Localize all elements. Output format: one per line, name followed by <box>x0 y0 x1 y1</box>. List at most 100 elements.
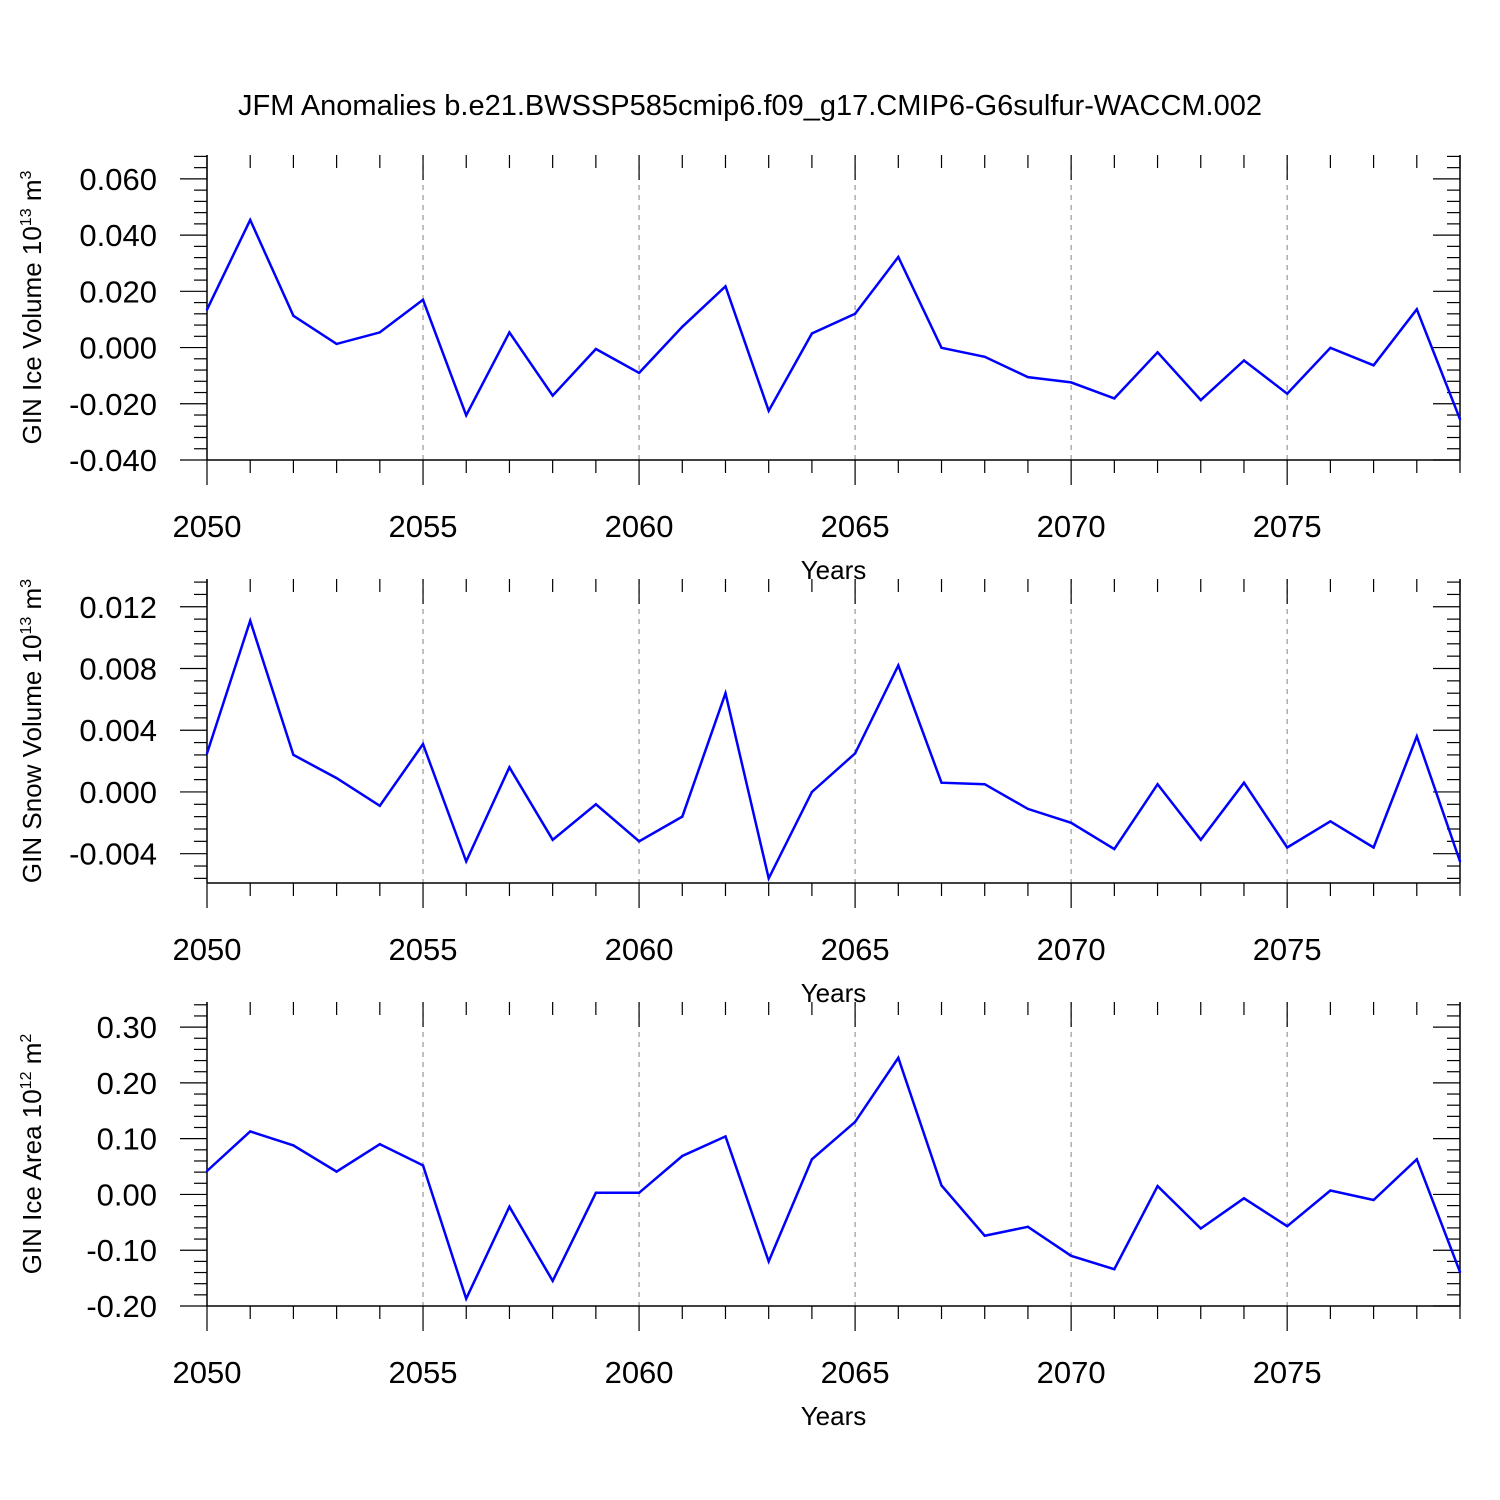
data-point <box>681 1154 684 1158</box>
data-point <box>940 781 943 784</box>
data-point <box>378 331 382 334</box>
data-point <box>637 371 641 375</box>
data-point <box>1113 1267 1116 1271</box>
data-point <box>1415 308 1418 311</box>
data-point <box>1069 1254 1073 1257</box>
data-point <box>767 1260 770 1263</box>
figure-title: JFM Anomalies b.e21.BWSSP585cmip6.f09_g1… <box>237 90 1262 122</box>
data-point <box>1026 1225 1030 1228</box>
data-point <box>681 815 684 818</box>
y-tick-label: 0.012 <box>79 590 157 625</box>
data-point <box>551 838 554 841</box>
data-point <box>335 1170 338 1173</box>
data-point <box>1242 781 1246 784</box>
data-point <box>1372 1198 1375 1202</box>
y-tick-label: -0.004 <box>69 837 157 872</box>
data-point <box>292 753 295 757</box>
data-point <box>1199 398 1202 402</box>
data-point <box>508 1205 511 1208</box>
x-tick-label: 2075 <box>1253 509 1322 544</box>
x-tick-label: 2060 <box>605 932 674 967</box>
data-point <box>853 752 857 755</box>
y-tick-label: 0.000 <box>79 331 157 366</box>
data-point <box>335 342 338 346</box>
data-point <box>421 1164 425 1167</box>
data-point <box>724 285 727 288</box>
data-point <box>1329 346 1332 350</box>
data-point <box>1199 1227 1202 1230</box>
data-point <box>983 1234 986 1237</box>
data-point <box>1458 860 1462 863</box>
data-point <box>1329 1189 1332 1192</box>
x-tick-label: 2070 <box>1037 1355 1106 1390</box>
data-point <box>940 346 943 350</box>
x-tick-label: 2055 <box>389 1355 458 1390</box>
data-point <box>810 790 814 794</box>
data-point <box>594 347 598 351</box>
y-tick-label: 0.10 <box>97 1122 157 1157</box>
data-point <box>897 1056 900 1059</box>
series-line-snow-volume <box>205 616 1462 883</box>
data-point <box>335 776 338 780</box>
data-point <box>594 803 598 806</box>
data-point <box>1069 821 1073 825</box>
data-point <box>594 1191 598 1194</box>
data-point <box>637 1191 641 1194</box>
data-point <box>983 355 986 359</box>
data-point <box>1372 846 1375 849</box>
data-point <box>292 1144 295 1147</box>
data-point <box>1415 1158 1418 1161</box>
data-point <box>292 314 295 317</box>
data-point <box>810 332 814 335</box>
data-point <box>724 1135 727 1138</box>
data-point <box>767 409 770 413</box>
data-point <box>853 312 857 316</box>
y-tick-label: 0.000 <box>79 775 157 810</box>
data-point <box>1199 838 1202 841</box>
y-tick-label: -0.040 <box>69 443 157 478</box>
x-axis-label: Years <box>801 555 867 585</box>
data-point <box>508 766 511 769</box>
x-tick-label: 2050 <box>173 509 242 544</box>
data-point <box>1156 1184 1159 1188</box>
data-point <box>205 1169 209 1173</box>
data-point <box>897 664 900 667</box>
y-tick-label: 0.004 <box>79 713 157 748</box>
x-tick-label: 2075 <box>1253 1355 1322 1390</box>
x-tick-label: 2050 <box>173 1355 242 1390</box>
data-point <box>637 840 641 843</box>
data-point <box>465 414 468 417</box>
x-tick-label: 2070 <box>1037 509 1106 544</box>
data-point <box>1026 807 1030 811</box>
y-tick-label: 0.00 <box>97 1177 157 1212</box>
data-point <box>249 1130 252 1133</box>
data-point <box>378 804 382 808</box>
data-point <box>1285 846 1289 849</box>
x-axis-label: Years <box>801 1401 867 1431</box>
x-tick-label: 2065 <box>821 1355 890 1390</box>
data-point <box>1156 351 1159 354</box>
data-point <box>1156 783 1159 786</box>
data-point <box>681 325 684 328</box>
data-point <box>983 783 986 786</box>
data-point <box>508 331 511 334</box>
x-axis-label: Years <box>801 978 867 1008</box>
data-point <box>724 691 727 695</box>
y-tick-label: 0.30 <box>97 1010 157 1045</box>
series-line-ice-volume <box>205 216 1462 420</box>
data-point <box>1285 1225 1289 1228</box>
data-point <box>767 877 770 880</box>
data-point <box>1285 392 1289 395</box>
data-point <box>1458 1270 1462 1274</box>
data-point <box>1113 397 1116 400</box>
data-point <box>1242 1197 1246 1200</box>
y-tick-label: 0.060 <box>79 162 157 197</box>
x-tick-label: 2055 <box>389 509 458 544</box>
data-point <box>1026 375 1030 379</box>
x-tick-label: 2065 <box>821 932 890 967</box>
y-tick-label: 0.008 <box>79 652 157 687</box>
data-point <box>551 394 554 397</box>
y-tick-label: 0.020 <box>79 274 157 309</box>
data-point <box>465 1297 468 1300</box>
y-tick-label: -0.020 <box>69 387 157 422</box>
